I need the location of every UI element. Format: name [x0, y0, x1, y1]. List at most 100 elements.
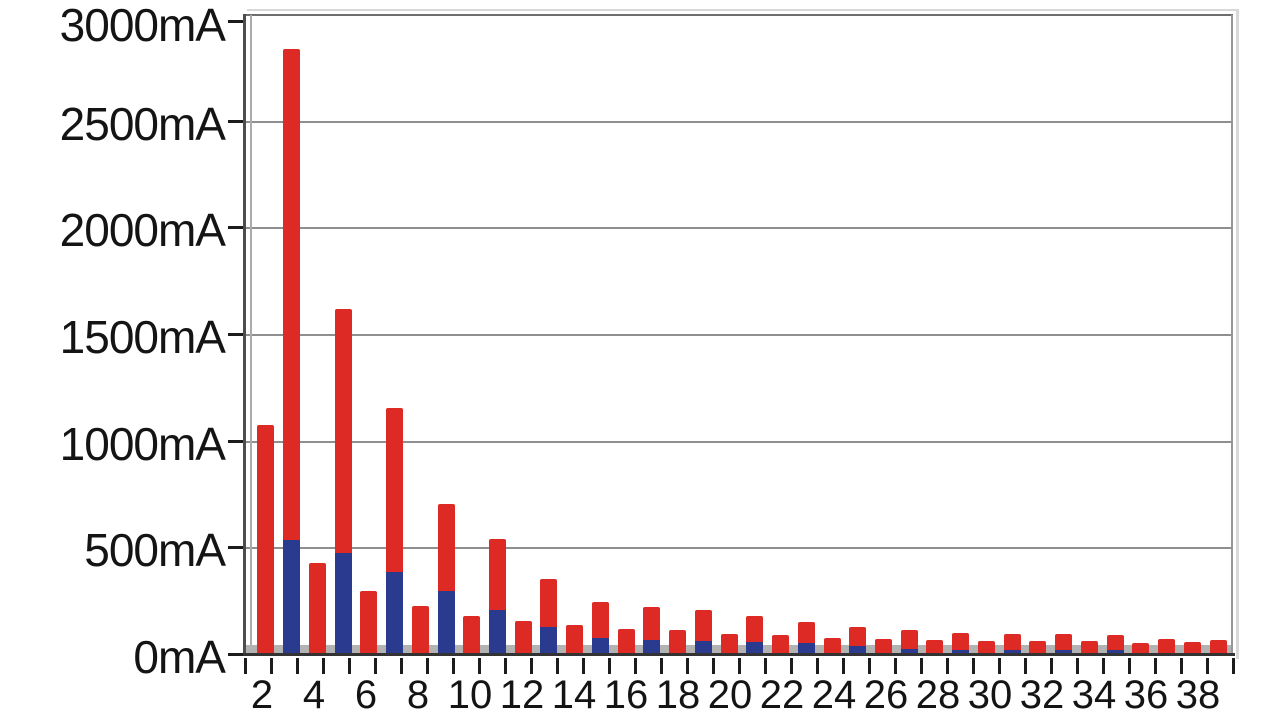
- bar-h34: [1080, 641, 1098, 655]
- x-tick-22: [816, 658, 819, 674]
- bar-h27-blue-segment: [900, 648, 918, 655]
- x-tick-7: [426, 658, 429, 674]
- gridline-500: [245, 547, 1233, 550]
- x-axis-label-6: 6: [354, 673, 378, 717]
- x-axis-label-4: 4: [302, 673, 326, 717]
- bar-h31-blue-segment: [1003, 649, 1021, 655]
- x-axis-label-20: 20: [707, 673, 753, 717]
- plot-left-wall-inner: [250, 15, 252, 655]
- y-axis-line: [243, 14, 246, 656]
- bar-h17-red-segment: [643, 607, 661, 641]
- x-tick-0: [244, 658, 247, 674]
- x-tick-17: [686, 658, 689, 674]
- x-axis-label-14: 14: [551, 673, 597, 717]
- x-axis-label-16: 16: [603, 673, 649, 717]
- y-tick-2000: [228, 226, 245, 230]
- x-axis-label-2: 2: [250, 673, 274, 717]
- bar-h3: [283, 49, 301, 655]
- bar-h23: [797, 621, 815, 655]
- x-tick-15: [634, 658, 637, 674]
- bar-h32: [1029, 641, 1047, 655]
- x-tick-20: [764, 658, 767, 674]
- x-tick-2: [296, 658, 299, 674]
- x-tick-24: [868, 658, 871, 674]
- bar-slot-h7: [382, 15, 408, 655]
- bar-h14-red-segment: [566, 625, 584, 655]
- bar-h24: [823, 637, 841, 655]
- bar-h6: [360, 591, 378, 655]
- bar-h28-red-segment: [926, 640, 944, 655]
- x-tick-19: [738, 658, 741, 674]
- plot-floor-strip: [245, 645, 1233, 653]
- bar-h31: [1003, 633, 1021, 655]
- bar-slot-h37: [1154, 15, 1180, 655]
- x-tick-21: [790, 658, 793, 674]
- bar-h9: [437, 503, 455, 655]
- bar-h12-red-segment: [514, 620, 532, 655]
- bar-slot-h22: [768, 15, 794, 655]
- bar-slot-h5: [330, 15, 356, 655]
- bar-h13: [540, 579, 558, 655]
- bar-slot-h33: [1051, 15, 1077, 655]
- x-tick-27: [946, 658, 949, 674]
- bars-container: [253, 15, 1231, 655]
- bar-h36: [1132, 643, 1150, 655]
- gridline-1000: [245, 440, 1233, 443]
- x-axis-label-30: 30: [967, 673, 1013, 717]
- y-tick-1000: [228, 439, 245, 443]
- x-axis-label-36: 36: [1123, 673, 1169, 717]
- bar-h19: [694, 610, 712, 655]
- x-tick-30: [1024, 658, 1027, 674]
- bar-h14: [566, 625, 584, 655]
- bar-h20: [720, 633, 738, 655]
- x-tick-25: [894, 658, 897, 674]
- bar-slot-h15: [588, 15, 614, 655]
- bar-h2-red-segment: [257, 424, 275, 655]
- bar-h16-red-segment: [617, 629, 635, 655]
- x-axis-label-12: 12: [499, 673, 545, 717]
- bar-h5-red-segment: [334, 309, 352, 553]
- bar-h29: [952, 632, 970, 655]
- bar-h22-red-segment: [772, 634, 790, 655]
- bar-slot-h21: [742, 15, 768, 655]
- bar-slot-h24: [819, 15, 845, 655]
- bar-slot-h31: [999, 15, 1025, 655]
- y-axis-label-2000mA: 2000mA: [59, 204, 226, 257]
- bar-h19-blue-segment: [694, 641, 712, 655]
- bar-h12: [514, 620, 532, 655]
- x-axis-label-34: 34: [1071, 673, 1117, 717]
- bar-h34-red-segment: [1080, 641, 1098, 655]
- y-axis-label-2500mA: 2500mA: [59, 97, 226, 150]
- plot-right-border: [1231, 15, 1233, 655]
- y-tick-500: [228, 546, 245, 550]
- bar-slot-h32: [1025, 15, 1051, 655]
- bar-h4-red-segment: [308, 563, 326, 655]
- gridline-2500: [245, 120, 1233, 123]
- bar-slot-h26: [871, 15, 897, 655]
- x-tick-31: [1050, 658, 1053, 674]
- bar-h35-blue-segment: [1106, 650, 1124, 655]
- bar-h10: [463, 615, 481, 655]
- x-tick-33: [1102, 658, 1105, 674]
- x-tick-18: [712, 658, 715, 674]
- bar-h2: [257, 424, 275, 655]
- bar-h24-red-segment: [823, 637, 841, 655]
- bar-h8: [411, 605, 429, 655]
- bar-h25: [849, 627, 867, 655]
- y-axis-label-0mA: 0mA: [133, 631, 226, 683]
- bar-slot-h39: [1205, 15, 1231, 655]
- bar-slot-h34: [1077, 15, 1103, 655]
- bar-h20-red-segment: [720, 633, 738, 655]
- gridline-1500: [245, 334, 1233, 336]
- bar-h23-red-segment: [797, 621, 815, 644]
- y-axis-label-500mA: 500mA: [84, 524, 226, 577]
- bar-slot-h10: [459, 15, 485, 655]
- x-tick-29: [998, 658, 1001, 674]
- x-tick-14: [608, 658, 611, 674]
- bar-h38: [1183, 642, 1201, 655]
- x-tick-28: [972, 658, 975, 674]
- bar-h11-blue-segment: [488, 610, 506, 655]
- bar-h13-blue-segment: [540, 627, 558, 655]
- gridline-3000: [245, 14, 1233, 16]
- bar-h21-blue-segment: [746, 642, 764, 655]
